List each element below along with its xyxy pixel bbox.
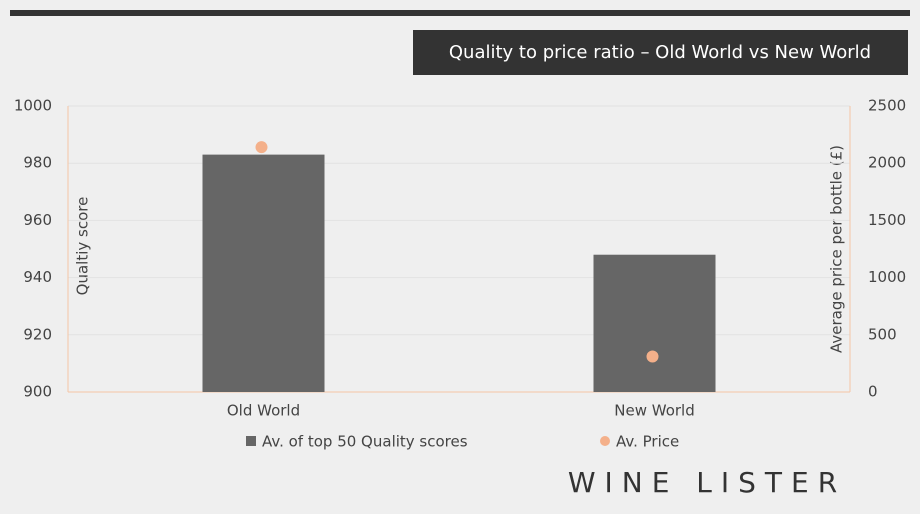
y2-tick-label: 500 xyxy=(868,325,897,343)
bar xyxy=(202,154,325,392)
y-tick-label: 940 xyxy=(23,268,52,286)
y-tick-label: 960 xyxy=(23,211,52,229)
logo: WINE LISTER xyxy=(568,466,846,499)
legend-label: Av. of top 50 Quality scores xyxy=(262,433,468,451)
chart-title: Quality to price ratio – Old World vs Ne… xyxy=(449,42,871,63)
y-tick-label: 980 xyxy=(23,154,52,172)
y2-tick-label: 1000 xyxy=(868,268,906,286)
legend-swatch xyxy=(246,436,256,446)
y2-axis-label: Average price per bottle (£) xyxy=(828,145,846,353)
y2-tick-label: 2500 xyxy=(868,97,906,115)
x-tick-label: New World xyxy=(614,402,694,420)
y-tick-label: 900 xyxy=(23,383,52,401)
y2-tick-label: 0 xyxy=(868,383,878,401)
top-rule xyxy=(10,10,910,16)
y2-tick-label: 1500 xyxy=(868,211,906,229)
y-axis-label: Qualtiy score xyxy=(74,197,92,296)
legend-label: Av. Price xyxy=(616,433,679,451)
y-tick-label: 1000 xyxy=(14,97,52,115)
x-tick-label: Old World xyxy=(227,402,300,420)
bar xyxy=(593,254,716,392)
y-tick-label: 920 xyxy=(23,325,52,343)
price-dot xyxy=(255,141,268,154)
title-box xyxy=(413,30,908,75)
legend-swatch xyxy=(600,436,610,446)
y2-tick-label: 2000 xyxy=(868,154,906,172)
price-dot xyxy=(646,350,659,363)
